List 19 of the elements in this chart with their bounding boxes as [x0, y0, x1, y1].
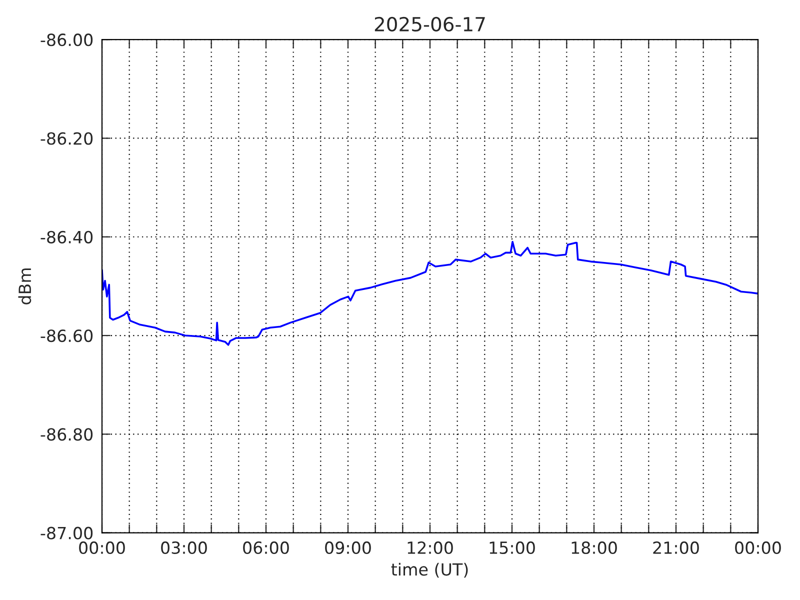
x-tick-label: 15:00 — [490, 541, 535, 554]
y-tick-label: -86.60 — [40, 329, 93, 342]
chart-title: 2025-06-17 — [374, 16, 485, 32]
y-tick-label: -86.20 — [40, 132, 93, 145]
x-tick-label: 06:00 — [243, 541, 289, 554]
x-axis-title: time (UT) — [391, 562, 468, 578]
y-tick-label: -86.00 — [40, 34, 93, 46]
y-tick-label: -86.80 — [40, 428, 93, 441]
x-tick-label: 18:00 — [572, 541, 617, 554]
y-axis-title: dBm — [18, 268, 32, 304]
x-tick-label: 12:00 — [408, 541, 453, 554]
x-tick-label: 03:00 — [161, 541, 207, 554]
line-series — [102, 240, 758, 346]
y-tick-label: -86.40 — [40, 230, 93, 244]
x-tick-label: 21:00 — [653, 541, 699, 554]
x-tick-label: 00:00 — [735, 541, 781, 554]
x-tick-label: 00:00 — [79, 541, 125, 554]
x-tick-label: 09:00 — [325, 541, 371, 554]
y-tick-label: -87.00 — [40, 526, 93, 540]
